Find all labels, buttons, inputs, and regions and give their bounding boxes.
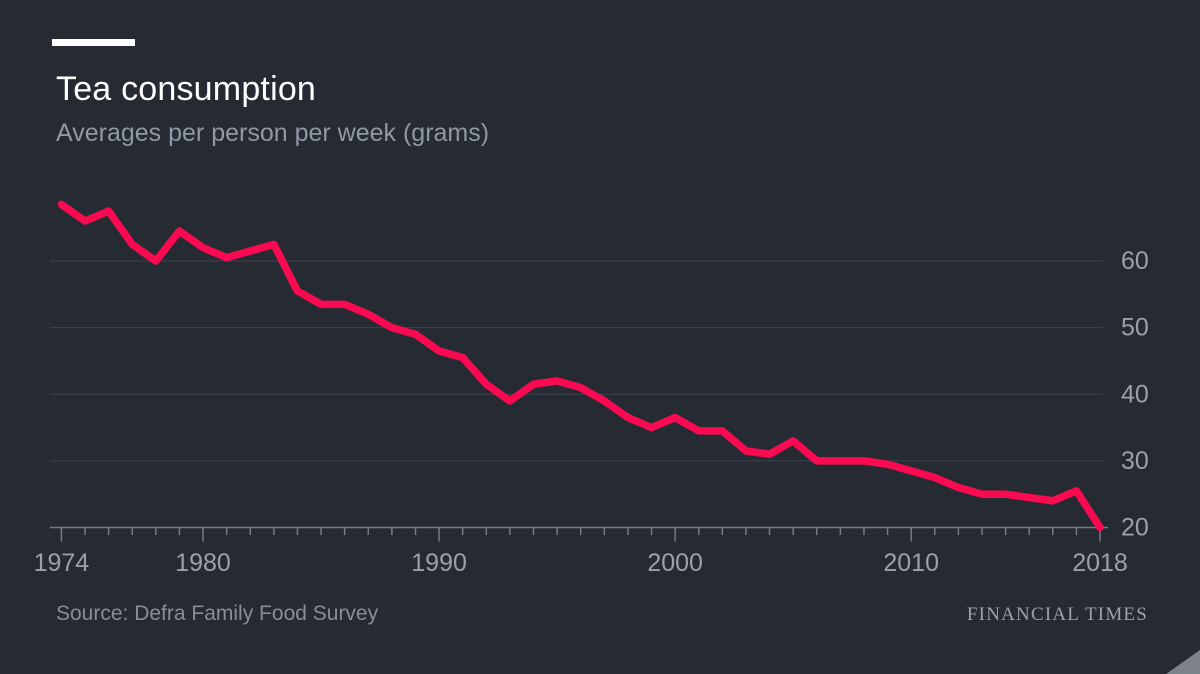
resize-handle-icon[interactable] bbox=[1166, 650, 1200, 674]
x-axis-label: 1990 bbox=[411, 549, 467, 577]
ft-logo: FINANCIAL TIMES bbox=[966, 604, 1148, 625]
chart-subtitle: Averages per person per week (grams) bbox=[56, 119, 490, 147]
source-note: Source: Defra Family Food Survey bbox=[56, 602, 379, 625]
x-axis-label: 1980 bbox=[175, 549, 231, 577]
kicker-bar bbox=[52, 39, 135, 46]
y-axis-label: 60 bbox=[1121, 247, 1149, 275]
chart-title: Tea consumption bbox=[56, 70, 317, 108]
tea-consumption-line bbox=[57, 200, 1104, 532]
y-axis-label: 20 bbox=[1121, 514, 1149, 542]
y-axis-label: 50 bbox=[1121, 314, 1149, 342]
x-axis-label: 2000 bbox=[647, 549, 703, 577]
y-axis-label: 40 bbox=[1121, 380, 1149, 408]
x-axis-label: 2018 bbox=[1072, 549, 1128, 577]
x-axis-label: 1974 bbox=[34, 549, 90, 577]
y-axis-label: 30 bbox=[1121, 447, 1149, 475]
x-axis-label: 2010 bbox=[883, 549, 939, 577]
